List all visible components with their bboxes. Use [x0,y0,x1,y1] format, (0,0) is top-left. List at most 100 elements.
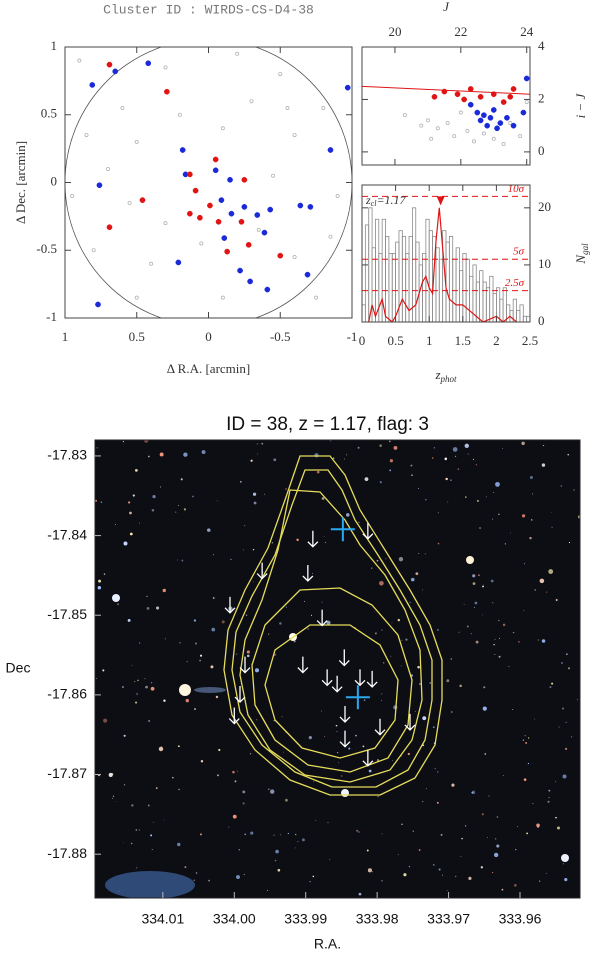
point [292,133,297,138]
star [515,849,517,851]
star [215,695,219,699]
point [227,176,233,183]
star [132,494,135,497]
star [285,488,287,490]
star [509,532,511,534]
star [152,821,154,823]
arrow-shape [321,669,333,687]
histogram [362,207,530,322]
point [504,114,510,121]
star [502,623,506,627]
cluster-redshift: zcl=1.17 [365,193,407,208]
star [407,752,410,756]
point [431,93,438,100]
star [555,599,558,602]
star [498,655,501,658]
point [467,101,474,108]
star [123,734,126,737]
star [412,830,414,832]
point [106,61,113,68]
point [518,134,523,139]
star [405,638,408,641]
point [454,91,461,98]
label-main: z [434,367,440,382]
star [501,888,504,891]
point [77,58,82,63]
point [484,122,491,129]
star [397,618,401,622]
point [96,182,103,189]
point [487,114,494,121]
point [220,126,225,131]
star [156,606,160,610]
point [212,156,219,163]
point [419,123,424,128]
star [492,872,494,874]
star [547,800,550,803]
star [532,803,534,805]
star [160,486,162,488]
point [218,197,225,203]
star [548,569,554,574]
star [410,577,415,582]
point [70,194,75,199]
star [122,842,124,844]
star [398,557,404,562]
star [577,699,578,701]
star [558,726,560,728]
star [422,800,424,803]
star [239,480,242,483]
star [417,665,420,669]
star [537,639,539,641]
y-tick-label: -17.88 [47,845,87,861]
axes-frame [64,46,353,319]
star [494,654,496,655]
member-arrow [234,686,246,703]
star [481,813,484,816]
star [108,772,113,777]
point [425,118,430,123]
point [221,235,228,241]
star [564,747,568,750]
star [261,442,264,445]
star [150,834,153,837]
star [545,872,547,874]
image-background [95,440,580,898]
arrow-shape [224,596,236,614]
star [466,625,469,628]
star [410,464,413,467]
point [163,65,168,70]
star [257,453,259,455]
hist-bar [519,304,524,322]
star [514,884,517,887]
star [444,457,448,461]
axes-frame [94,439,581,899]
point [494,125,500,132]
star [273,834,275,836]
star [508,666,510,667]
star [451,783,455,787]
star [562,863,564,865]
star [308,736,312,740]
star [494,638,496,640]
star [236,770,238,772]
point [491,136,496,141]
star [131,804,134,807]
point [241,204,248,210]
hist-bar [489,275,494,322]
star [483,686,486,689]
star [129,532,133,536]
star [271,542,273,544]
star [183,508,187,511]
star [436,801,439,804]
star [551,526,553,528]
star [136,693,138,695]
star [184,866,187,868]
star [244,833,247,836]
star [267,889,269,891]
star [249,753,252,755]
star [555,816,557,819]
star [452,447,458,452]
star [562,707,565,710]
star [531,493,533,495]
